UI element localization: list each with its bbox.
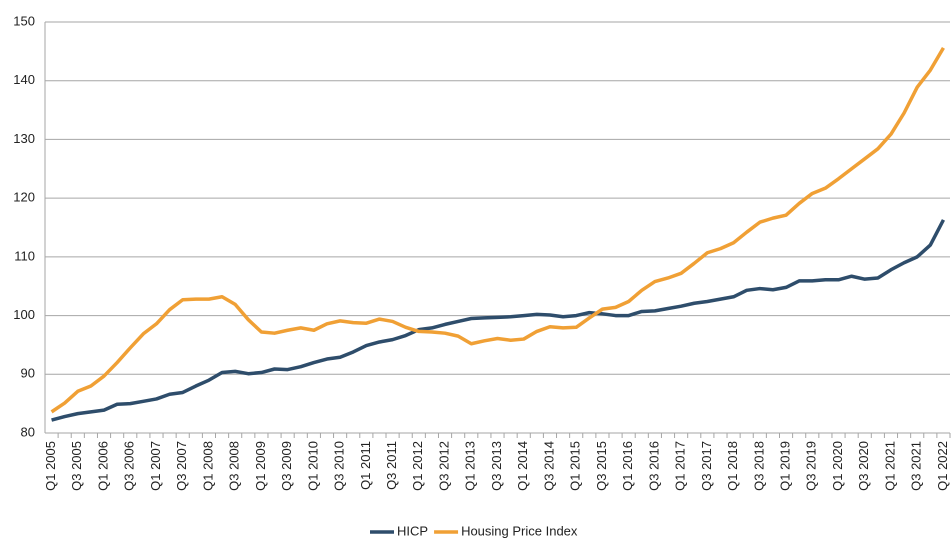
series-line	[51, 219, 945, 422]
x-tick-label: Q3 2011	[384, 441, 399, 490]
x-tick-label: Q3 2015	[594, 441, 609, 491]
x-tick-label: Q1 2017	[673, 441, 688, 491]
x-tick-label: Q1 2018	[725, 441, 740, 491]
series-line	[50, 46, 945, 414]
y-tick-label: 80	[21, 424, 35, 439]
x-tick-label: Q1 2008	[200, 441, 215, 491]
x-tick-label: Q3 2009	[279, 441, 294, 491]
x-tick-label: Q1 2019	[777, 441, 792, 491]
y-tick-label: 110	[14, 248, 35, 263]
x-tick-label: Q1 2012	[410, 441, 425, 491]
y-tick-label: 150	[13, 13, 35, 28]
x-tick-label: Q1 2020	[830, 441, 845, 491]
x-tick-label: Q3 2014	[541, 441, 556, 491]
x-tick-label: Q3 2018	[751, 441, 766, 491]
x-tick-label: Q3 2016	[646, 441, 661, 491]
x-tick-label: Q1 2011	[358, 441, 373, 490]
x-tick-label: Q3 2020	[856, 441, 871, 491]
x-tick-label: Q3 2013	[489, 441, 504, 491]
x-tick-label: Q1 2009	[253, 441, 268, 491]
legend-label: HICP	[397, 523, 428, 538]
x-tick-label: Q3 2005	[69, 441, 84, 491]
x-tick-label: Q1 2015	[568, 441, 583, 491]
x-tick-label: Q3 2007	[174, 441, 189, 491]
x-tick-label: Q3 2017	[699, 441, 714, 491]
x-tick-label: Q1 2014	[515, 441, 530, 491]
x-tick-label: Q3 2006	[122, 441, 137, 491]
x-tick-label: Q3 2008	[227, 441, 242, 491]
x-tick-label: Q1 2007	[148, 441, 163, 491]
x-tick-label: Q1 2013	[463, 441, 478, 491]
y-tick-label: 140	[13, 72, 35, 87]
grid	[45, 21, 950, 434]
legend-label: Housing Price Index	[461, 523, 578, 538]
x-tick-label: Q1 2010	[305, 441, 320, 491]
y-tick-label: 100	[13, 307, 35, 322]
x-tick-label: Q3 2010	[332, 441, 347, 491]
x-tick-label: Q1 2016	[620, 441, 635, 491]
x-tick-label: Q3 2019	[804, 441, 819, 491]
y-tick-label: 130	[13, 131, 35, 146]
x-tick-label: Q1 2022	[935, 441, 950, 491]
y-tick-label: 120	[13, 190, 35, 205]
x-tick-label: Q1 2006	[95, 441, 110, 491]
y-tick-label: 90	[21, 366, 35, 381]
x-tick-label: Q3 2021	[909, 441, 924, 491]
x-tick-label: Q1 2005	[43, 441, 58, 491]
x-tick-label: Q1 2021	[882, 441, 897, 491]
x-tick-label: Q3 2012	[436, 441, 451, 491]
